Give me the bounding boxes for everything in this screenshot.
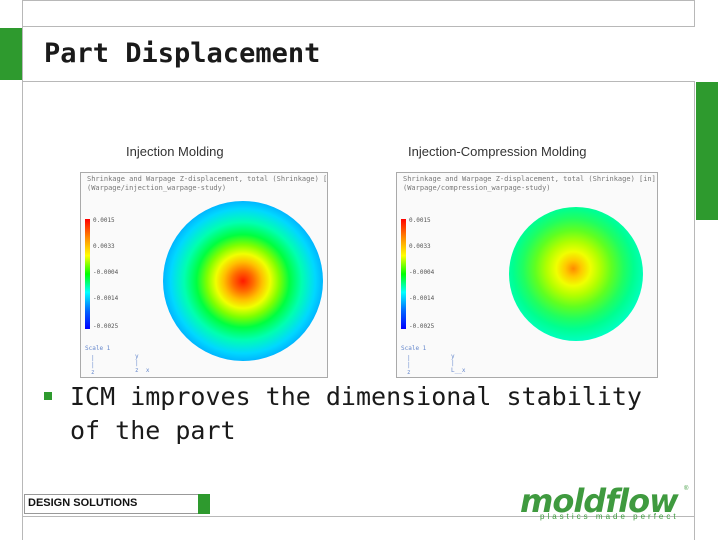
legend-tick: 0.0015	[93, 217, 115, 224]
scale-label: Scale 1	[401, 345, 427, 352]
logo-wordmark: moldflow	[520, 482, 679, 520]
plot-panel-compression: Shrinkage and Warpage Z-displacement, to…	[396, 172, 658, 378]
logo-tagline: plastics made perfect	[540, 512, 679, 521]
color-legend-bar	[85, 219, 90, 329]
legend-tick: -0.0004	[93, 269, 119, 276]
frame-bottom-line	[22, 516, 694, 517]
legend-tick: -0.0004	[409, 269, 435, 276]
plot-panel-injection: Shrinkage and Warpage Z-displacement, to…	[80, 172, 328, 378]
legend-tick: 0.0033	[93, 243, 115, 250]
frame-top-line	[22, 0, 694, 1]
axis-triad-icon: y | L__x	[451, 353, 466, 374]
frame-right-line	[694, 0, 695, 540]
legend-tick: 0.0033	[409, 243, 431, 250]
axis-triad-icon: y | z x	[135, 353, 150, 374]
axis-triad-icon: | | z	[407, 355, 411, 376]
title-box	[22, 26, 695, 82]
bullet-point: ICM improves the dimensional stability o…	[70, 382, 642, 445]
legend-tick: -0.0025	[409, 323, 435, 330]
plot-header-line1: Shrinkage and Warpage Z-displacement, to…	[87, 175, 328, 183]
plot-header: Shrinkage and Warpage Z-displacement, to…	[87, 175, 328, 193]
logo-registered-mark: ®	[684, 486, 689, 492]
right-accent-bar	[696, 82, 718, 220]
footer-label: DESIGN SOLUTIONS	[28, 497, 138, 509]
displacement-contour-disc	[163, 201, 323, 361]
legend-tick: -0.0014	[409, 295, 435, 302]
axis-triad-icon: | | z	[91, 355, 95, 376]
left-accent-bar	[0, 28, 22, 80]
page-title: Part Displacement	[44, 38, 321, 69]
plot-header-line1: Shrinkage and Warpage Z-displacement, to…	[403, 175, 656, 183]
legend-tick: -0.0014	[93, 295, 119, 302]
legend-tick: -0.0025	[93, 323, 119, 330]
plot-header: Shrinkage and Warpage Z-displacement, to…	[403, 175, 656, 193]
plot-caption-injection: Injection Molding	[126, 144, 224, 159]
bullet-icon	[44, 392, 52, 400]
scale-label: Scale 1	[85, 345, 111, 352]
legend-tick: 0.0015	[409, 217, 431, 224]
plot-header-line2: (Warpage/injection_warpage-study)	[87, 184, 227, 192]
color-legend-bar	[401, 219, 406, 329]
frame-left-line	[22, 0, 23, 540]
plot-caption-compression: Injection-Compression Molding	[408, 144, 587, 159]
footer-accent	[198, 494, 210, 514]
displacement-contour-disc	[509, 207, 643, 341]
moldflow-logo: moldflow ® plastics made perfect	[520, 482, 690, 524]
plot-header-line2: (Warpage/compression_warpage-study)	[403, 184, 551, 192]
